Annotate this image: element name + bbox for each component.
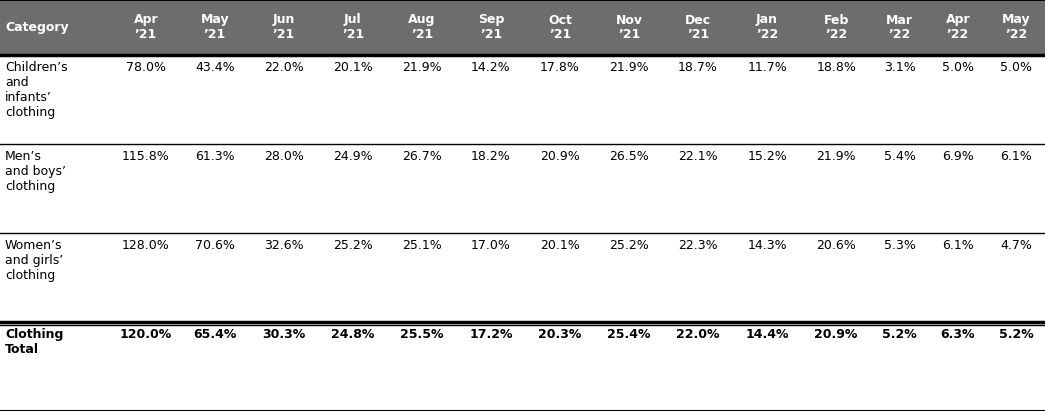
Text: 21.9%: 21.9% [609, 61, 649, 74]
Text: 22.3%: 22.3% [678, 239, 718, 252]
Text: May
’21: May ’21 [201, 14, 229, 42]
Bar [0, 144, 1045, 233]
Text: 5.3%: 5.3% [884, 239, 915, 252]
Text: Jul
’21: Jul ’21 [342, 14, 364, 42]
Text: Aug
’21: Aug ’21 [409, 14, 436, 42]
Text: Apr
’22: Apr ’22 [946, 14, 970, 42]
Text: 28.0%: 28.0% [264, 150, 304, 163]
Text: 11.7%: 11.7% [747, 61, 787, 74]
Text: Category: Category [5, 21, 69, 34]
Bar [0, 233, 1045, 322]
Text: Feb
’22: Feb ’22 [823, 14, 849, 42]
Bar [0, 55, 1045, 144]
Text: Women’s
and girls’
clothing: Women’s and girls’ clothing [5, 239, 64, 282]
Text: 20.9%: 20.9% [540, 150, 580, 163]
Text: 26.7%: 26.7% [402, 150, 442, 163]
Text: Jan
’22: Jan ’22 [756, 14, 779, 42]
Text: 30.3%: 30.3% [262, 328, 305, 341]
Text: 3.1%: 3.1% [884, 61, 915, 74]
Text: 18.2%: 18.2% [471, 150, 511, 163]
Text: 5.4%: 5.4% [884, 150, 915, 163]
Text: 6.1%: 6.1% [1000, 150, 1031, 163]
Text: 24.8%: 24.8% [331, 328, 374, 341]
Text: 20.9%: 20.9% [814, 328, 858, 341]
Text: 32.6%: 32.6% [264, 239, 304, 252]
Text: Men’s
and boys’
clothing: Men’s and boys’ clothing [5, 150, 66, 193]
Text: Oct
’21: Oct ’21 [548, 14, 572, 42]
Text: 17.8%: 17.8% [540, 61, 580, 74]
Text: 6.1%: 6.1% [942, 239, 974, 252]
Text: Dec
’21: Dec ’21 [686, 14, 712, 42]
Text: 70.6%: 70.6% [194, 239, 235, 252]
Text: 4.7%: 4.7% [1000, 239, 1031, 252]
Text: 25.5%: 25.5% [400, 328, 444, 341]
Text: 24.9%: 24.9% [333, 150, 373, 163]
Text: May
’22: May ’22 [1001, 14, 1030, 42]
Text: 20.1%: 20.1% [540, 239, 580, 252]
Text: 5.0%: 5.0% [1000, 61, 1032, 74]
Text: 128.0%: 128.0% [122, 239, 169, 252]
Text: 120.0%: 120.0% [119, 328, 171, 341]
Text: 6.9%: 6.9% [942, 150, 974, 163]
Text: 22.0%: 22.0% [264, 61, 304, 74]
Text: 15.2%: 15.2% [747, 150, 787, 163]
Text: Sep
’21: Sep ’21 [478, 14, 504, 42]
Text: 14.4%: 14.4% [745, 328, 789, 341]
Text: Jun
’21: Jun ’21 [273, 14, 295, 42]
Text: 25.1%: 25.1% [402, 239, 442, 252]
Bar [0, 0, 1045, 55]
Text: 14.3%: 14.3% [747, 239, 787, 252]
Text: 26.5%: 26.5% [609, 150, 649, 163]
Text: 20.1%: 20.1% [333, 61, 373, 74]
Text: 25.2%: 25.2% [333, 239, 373, 252]
Text: 22.0%: 22.0% [676, 328, 720, 341]
Text: 25.2%: 25.2% [609, 239, 649, 252]
Text: 25.4%: 25.4% [607, 328, 651, 341]
Text: 22.1%: 22.1% [678, 150, 718, 163]
Text: 65.4%: 65.4% [193, 328, 236, 341]
Text: Children’s
and
infants’
clothing: Children’s and infants’ clothing [5, 61, 68, 119]
Text: 61.3%: 61.3% [195, 150, 235, 163]
Text: Apr
’21: Apr ’21 [134, 14, 158, 42]
Text: 21.9%: 21.9% [816, 150, 856, 163]
Text: 5.0%: 5.0% [942, 61, 974, 74]
Text: 14.2%: 14.2% [471, 61, 511, 74]
Text: Mar
’22: Mar ’22 [886, 14, 913, 42]
Text: 78.0%: 78.0% [125, 61, 166, 74]
Text: 18.8%: 18.8% [816, 61, 856, 74]
Bar [0, 322, 1045, 411]
Text: 17.2%: 17.2% [469, 328, 513, 341]
Text: 21.9%: 21.9% [402, 61, 442, 74]
Text: 20.3%: 20.3% [538, 328, 582, 341]
Text: 20.6%: 20.6% [816, 239, 856, 252]
Text: 5.2%: 5.2% [999, 328, 1034, 341]
Text: 43.4%: 43.4% [195, 61, 235, 74]
Text: 18.7%: 18.7% [678, 61, 718, 74]
Text: 115.8%: 115.8% [122, 150, 169, 163]
Text: 6.3%: 6.3% [940, 328, 975, 341]
Text: 17.0%: 17.0% [471, 239, 511, 252]
Text: Nov
’21: Nov ’21 [616, 14, 643, 42]
Text: Clothing
Total: Clothing Total [5, 328, 64, 356]
Text: 5.2%: 5.2% [882, 328, 918, 341]
